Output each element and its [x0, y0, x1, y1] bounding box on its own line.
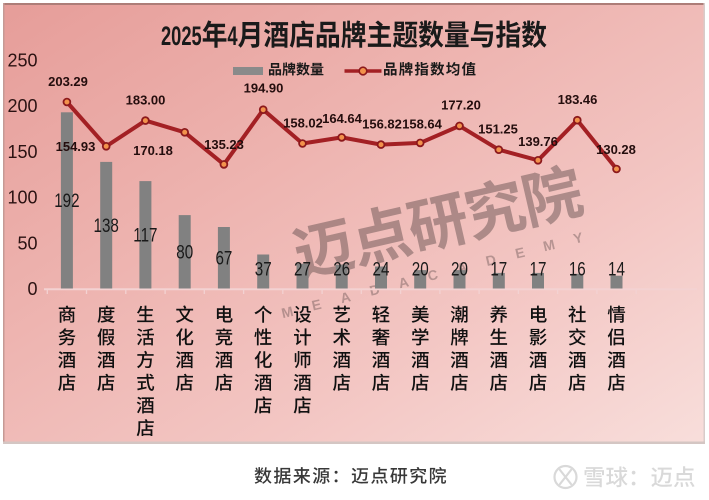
svg-text:50: 50 [17, 233, 37, 253]
svg-text:C: C [426, 266, 439, 284]
svg-text:154.93: 154.93 [56, 139, 96, 154]
svg-text:200: 200 [7, 96, 37, 116]
svg-text:17: 17 [530, 258, 547, 280]
svg-text:Y: Y [572, 229, 585, 247]
svg-text:20: 20 [451, 258, 468, 280]
svg-text:24: 24 [373, 258, 390, 280]
svg-text:100: 100 [7, 188, 37, 208]
svg-text:A: A [397, 273, 410, 291]
svg-text:203.29: 203.29 [48, 74, 88, 89]
svg-text:138: 138 [94, 214, 119, 236]
svg-text:4: 4 [227, 21, 237, 51]
svg-text:E: E [310, 296, 323, 314]
svg-text:37: 37 [255, 258, 272, 280]
svg-text:26: 26 [333, 258, 350, 280]
svg-text:158.02: 158.02 [283, 116, 323, 131]
svg-text:17: 17 [490, 258, 507, 280]
svg-text:D: D [484, 251, 497, 269]
svg-text:14: 14 [608, 258, 625, 280]
svg-text:170.18: 170.18 [133, 143, 173, 158]
svg-text:2025: 2025 [161, 21, 202, 51]
svg-text:M: M [280, 303, 295, 321]
svg-text:158.64: 158.64 [402, 117, 443, 132]
svg-text:164.64: 164.64 [322, 111, 363, 126]
svg-text:192: 192 [54, 189, 79, 211]
svg-text:150: 150 [7, 142, 37, 162]
svg-text:139.76: 139.76 [518, 134, 558, 149]
svg-text:80: 80 [176, 241, 193, 263]
svg-text:194.90: 194.90 [244, 81, 284, 96]
svg-text:67: 67 [215, 247, 232, 269]
svg-text:16: 16 [569, 258, 586, 280]
svg-text:156.82: 156.82 [362, 117, 402, 132]
svg-text:250: 250 [7, 50, 37, 70]
svg-text:117: 117 [133, 224, 157, 246]
svg-text:A: A [339, 288, 352, 306]
svg-text:130.28: 130.28 [596, 142, 636, 157]
svg-text:27: 27 [294, 258, 311, 280]
svg-text:E: E [514, 244, 527, 262]
svg-text:20: 20 [412, 258, 429, 280]
svg-text:177.20: 177.20 [441, 98, 481, 113]
svg-text:M: M [541, 236, 556, 254]
svg-text:183.46: 183.46 [558, 92, 598, 107]
svg-text:0: 0 [27, 279, 37, 299]
svg-text:135.23: 135.23 [204, 137, 244, 152]
svg-text:151.25: 151.25 [478, 122, 518, 137]
svg-text:183.00: 183.00 [126, 92, 166, 107]
